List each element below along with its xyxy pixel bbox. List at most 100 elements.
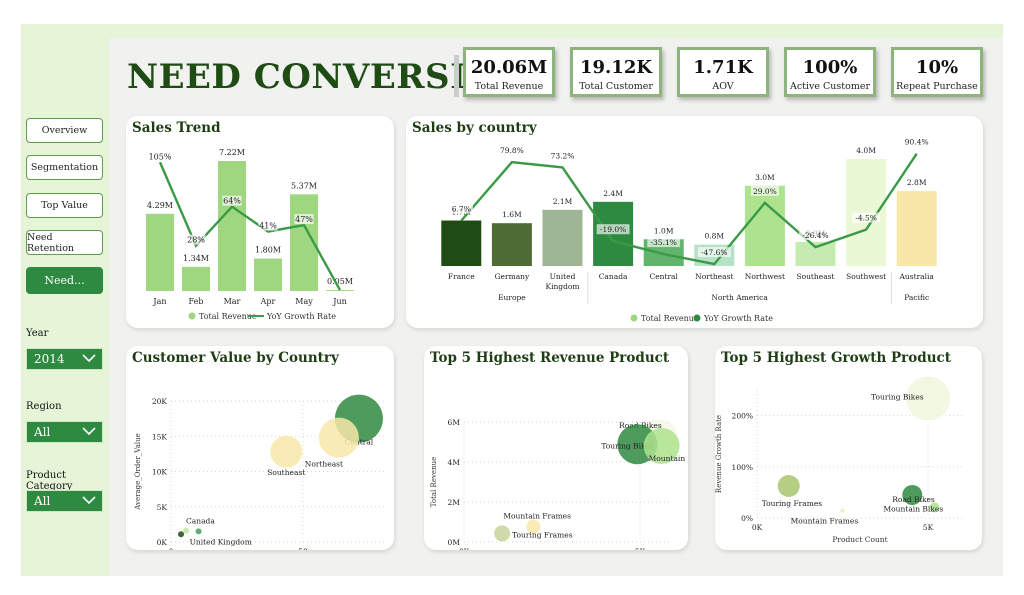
legend-swatch [630,314,638,322]
label-backdrop [222,195,242,206]
kpi-card-total-customer: 19.12K Total Customer [570,47,662,97]
chart-title: Customer Value by Country [132,350,339,366]
kpi-value: 19.12K [579,57,652,78]
revenue-bar [896,191,937,266]
sales-by-country-chart: 1.7MFrance1.6MGermany2.1MUnitedKingdom2.… [441,136,937,323]
x-tick-label: 0 [169,547,174,550]
nav-segmentation-button[interactable]: Segmentation [26,155,103,180]
x-tick-label: Mar [224,297,241,306]
year-filter-select[interactable]: 2014 [26,348,103,370]
revenue-bar [744,185,785,266]
nav-need-retention-button[interactable]: Need Retention [26,230,103,255]
y-tick-label: 200% [732,412,753,421]
data-label: 1.0M [654,226,674,235]
data-label: 1.34M [183,254,209,263]
legend-label: YoY Growth Rate [266,312,336,321]
data-label: 28% [187,236,205,245]
data-label: 4.29M [147,201,173,210]
y-tick-label: 100% [732,463,753,472]
chart-title: Sales Trend [132,120,221,136]
region-filter-value: All [34,425,51,439]
x-tick-label: Southwest [846,272,886,281]
nav-overview-button[interactable]: Overview [26,118,103,143]
revenue-bar [491,223,532,266]
label-backdrop [647,237,681,248]
yoy-growth-line [460,153,918,266]
label-backdrop [902,136,931,147]
x-tick-label: Feb [189,297,204,306]
sales-trend-card: Sales Trend 4.29M Jan 1.34M Feb 7.22M Mar 1.80… [126,116,394,328]
data-label: 4.0M [856,146,876,155]
data-label: 6.7% [452,205,471,214]
x-tick-label: United [550,272,576,281]
y-tick-label: 10K [152,468,168,477]
customer-value-card: Customer Value by Country 0K 5K 10K 15K 20K 0… [126,346,394,568]
page-title: NEED CONVERSION [127,57,529,97]
nav-need-conversion-button[interactable]: Need... [26,267,103,294]
y-tick-label: 0M [448,538,461,547]
kpi-label: Total Revenue [474,81,544,92]
label-backdrop [548,150,577,161]
point-label: Northeast [305,460,343,469]
category-filter-value: All [34,494,51,508]
category-filter-select[interactable]: All [26,490,103,512]
yoy-growth-line [158,161,342,291]
y-tick-label: 15K [152,432,168,441]
label-backdrop [294,214,314,225]
group-label: Europe [498,293,526,302]
top-strip [21,24,1003,38]
group-label: Pacific [904,293,929,302]
scatter-point [318,417,359,458]
scatter-point [270,435,303,468]
scatter-point [777,475,800,497]
kpi-value: 20.06M [470,57,548,78]
label-backdrop [449,203,473,214]
point-label: Mountain Bikes [883,504,943,513]
data-label: 1.80M [255,246,281,255]
data-label: -35.1% [651,238,677,247]
data-label: 2.8M [907,178,927,187]
data-label: 41% [259,222,277,231]
x-tick-label: Northeast [695,272,733,281]
chevron-down-icon [82,496,96,505]
kpi-card-total-revenue: 20.06M Total Revenue [463,47,555,97]
customer-value-chart: 0K5K10K15K20K050PurchaseFrequencyAverage… [134,394,384,568]
year-filter-value: 2014 [34,352,65,366]
data-label: 2.4M [603,189,623,198]
scatter-point [902,484,923,505]
data-label: 3.0M [755,173,775,182]
label-backdrop [799,230,832,241]
nav-top-value-button[interactable]: Top Value [26,193,103,218]
chart-title: Top 5 Highest Growth Product [721,350,951,366]
legend-swatch [693,314,701,322]
revenue-bar [182,266,210,291]
y-tick-label: 0K [157,538,168,547]
kpi-label: Repeat Purchase [896,81,978,92]
scatter-point [494,525,511,542]
y-tick-label: 5K [157,503,168,512]
kpi-card-repeat-purchase: 10% Repeat Purchase [891,47,983,97]
x-tick-label: 50 [298,547,308,550]
chart-title: Sales by country [412,120,537,136]
data-label: 47% [295,215,313,224]
y-tick-label: 2M [448,498,461,507]
x-tick-label: Canada [599,272,628,281]
legend-swatch [188,312,196,320]
label-backdrop [148,151,172,162]
revenue-bar [846,159,887,266]
kpi-label: AOV [712,81,734,92]
point-label: Mountain Frames [791,517,859,526]
data-label: 90.4% [905,138,929,147]
legend-label: Total Revenue [641,314,699,323]
legend-label: Total Revenue [199,312,257,321]
data-label: -26.4% [802,231,828,240]
y-tick-label: 20K [152,397,168,406]
revenue-bar [254,258,282,291]
region-filter-select[interactable]: All [26,421,103,443]
x-tick-label: Kingdom [545,282,579,291]
label-backdrop [258,220,278,231]
data-label: 73.2% [551,151,575,160]
title-divider [454,55,459,97]
point-label: Mountain Bikes [649,454,688,463]
scatter-point [929,502,940,513]
